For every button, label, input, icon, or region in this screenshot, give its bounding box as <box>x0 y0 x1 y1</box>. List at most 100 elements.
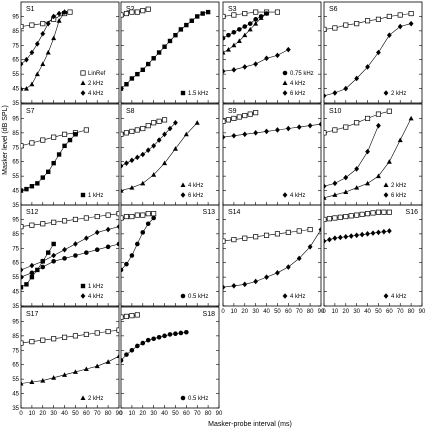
data-point <box>134 127 140 133</box>
data-point <box>21 23 24 30</box>
data-point <box>324 195 327 200</box>
x-axis-label: Masker-probe interval (ms) <box>208 421 292 428</box>
data-point <box>376 122 381 129</box>
panel-s16: 0 10 20 30 40 50 60 70 80 90 S16 4 kHz <box>322 204 426 315</box>
panel-label: S16 <box>406 209 419 216</box>
legend-marker <box>180 182 186 187</box>
legend-entry: 4 kHz <box>290 193 305 199</box>
legend-entry: 4 kHz <box>88 294 103 300</box>
y-tick-label: 35 <box>12 101 19 107</box>
data-point <box>354 21 360 27</box>
data-point <box>73 241 78 247</box>
panel-label: S9 <box>228 108 237 115</box>
data-point <box>386 13 392 19</box>
panel-frame <box>120 204 220 307</box>
data-point <box>365 148 370 155</box>
data-point <box>121 267 124 273</box>
data-point <box>51 134 57 140</box>
data-point <box>386 228 392 234</box>
x-tick-label: 60 <box>285 309 292 315</box>
series-line <box>324 125 379 187</box>
data-point <box>359 211 365 217</box>
panel-frame <box>323 1 423 104</box>
data-point <box>386 159 392 164</box>
y-tick-label: 55 <box>12 275 19 281</box>
data-point <box>162 333 167 339</box>
panel-label: S12 <box>26 209 39 216</box>
y-tick-label: 85 <box>12 232 19 238</box>
data-point <box>162 117 168 123</box>
x-tick-label: 80 <box>307 309 314 315</box>
panel-frame <box>222 1 322 104</box>
data-point <box>121 215 124 221</box>
data-point <box>375 173 381 179</box>
x-tick-label: 10 <box>29 411 36 417</box>
y-tick-label: 35 <box>12 304 19 310</box>
data-point <box>121 163 124 169</box>
data-point <box>343 85 349 92</box>
data-point <box>21 188 24 193</box>
data-point <box>145 123 151 129</box>
data-point <box>275 270 280 276</box>
data-point <box>21 380 24 386</box>
x-tick-label: 10 <box>129 411 136 417</box>
data-point <box>129 9 135 15</box>
x-tick-label: 70 <box>94 411 101 417</box>
data-point <box>253 110 259 116</box>
data-point <box>121 86 124 91</box>
data-point <box>231 283 237 289</box>
data-point <box>40 221 46 227</box>
panel-s3: S3 0.75 kHz 4 kHz 6 kHz <box>222 1 322 104</box>
data-point <box>62 9 67 15</box>
legend-marker <box>282 192 288 198</box>
panel-s2: S2 1.5 kHz <box>120 1 220 104</box>
data-point <box>129 347 135 353</box>
data-point <box>247 21 253 26</box>
legend-entry: 2 kHz <box>88 396 103 402</box>
panel-label: S2 <box>126 6 135 13</box>
legend-marker <box>282 293 288 299</box>
data-point <box>324 26 327 32</box>
data-point <box>370 210 376 216</box>
data-point <box>34 71 40 77</box>
data-point <box>135 343 140 349</box>
panel-s8: S8 4 kHz 6 kHz <box>120 103 220 206</box>
legend-entry: 4 kHz <box>88 91 103 97</box>
data-point <box>408 10 414 17</box>
data-point <box>337 214 343 220</box>
data-point <box>359 231 365 238</box>
data-point <box>35 181 40 186</box>
data-point <box>354 166 360 172</box>
data-point <box>408 115 414 121</box>
data-point <box>67 137 73 143</box>
legend-marker <box>80 90 86 96</box>
y-tick-label: 65 <box>12 160 19 166</box>
data-point <box>62 334 68 340</box>
panel-frame <box>120 1 220 104</box>
data-point <box>231 12 237 18</box>
data-point <box>40 337 46 343</box>
legend-entry: 0.5 kHz <box>188 396 208 402</box>
data-point <box>242 112 248 119</box>
data-point <box>397 137 403 143</box>
data-point <box>242 32 248 38</box>
data-point <box>123 213 129 220</box>
data-point <box>151 215 156 221</box>
legend-entry: 2 kHz <box>88 81 103 87</box>
data-point <box>343 189 349 195</box>
data-point <box>151 172 157 177</box>
data-point <box>173 119 178 126</box>
data-point <box>140 151 146 158</box>
legend-marker <box>282 80 288 85</box>
panel-frame <box>120 306 220 409</box>
panel-frame <box>323 204 423 307</box>
data-point <box>354 212 360 218</box>
data-point <box>151 336 156 342</box>
panel-label: S6 <box>329 6 338 13</box>
data-point <box>83 235 89 241</box>
data-point <box>121 187 124 193</box>
data-point <box>285 229 291 235</box>
x-tick-label: 70 <box>296 309 303 315</box>
y-tick-label: 85 <box>12 131 19 137</box>
data-point <box>324 130 327 136</box>
